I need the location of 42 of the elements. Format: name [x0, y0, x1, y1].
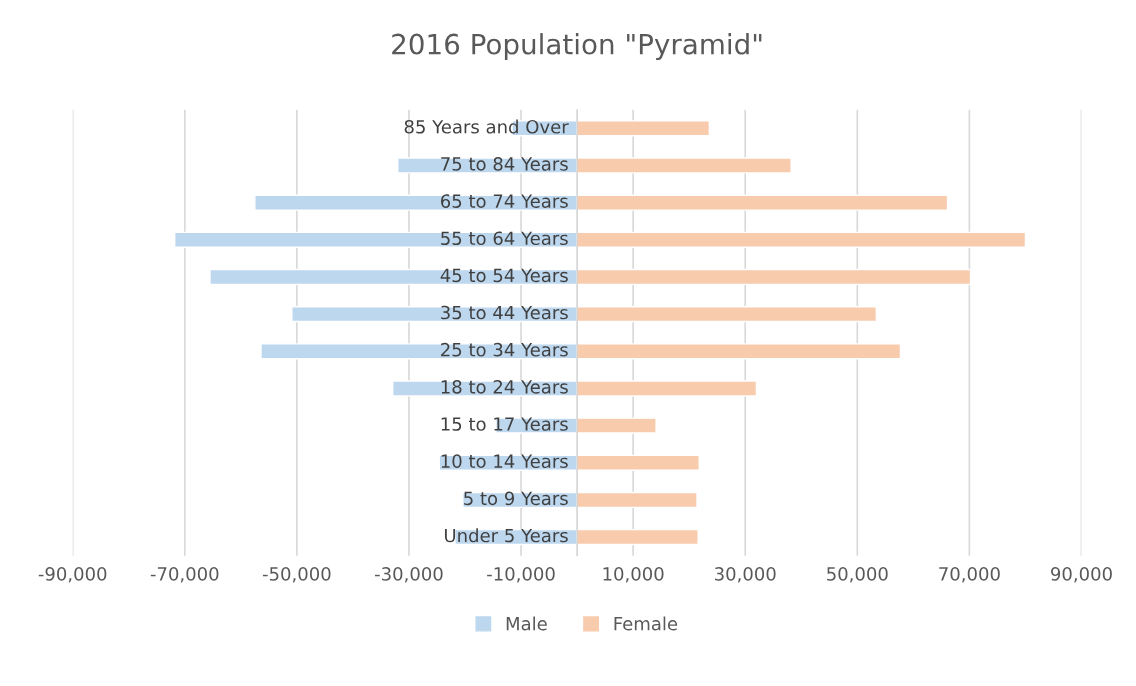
bar — [174, 231, 578, 248]
bar — [260, 343, 578, 360]
x-tick-label: -10,000 — [487, 567, 555, 583]
bar — [576, 343, 902, 360]
y-tick-label: 10 to 14 Years — [441, 454, 568, 468]
y-tick-label: 5 to 9 Years — [464, 491, 568, 506]
chart-title: 2016 Population "Pyramid" — [392, 33, 762, 60]
bar — [576, 306, 878, 323]
x-tick-label: -30,000 — [375, 567, 443, 583]
y-tick-label: 85 Years and Over — [404, 119, 569, 134]
bar — [576, 231, 1027, 248]
y-tick-label: 45 to 54 Years — [440, 268, 568, 283]
bar — [392, 380, 578, 397]
x-tick-label: 30,000 — [715, 567, 776, 583]
bar — [576, 528, 699, 546]
x-tick-label: -50,000 — [262, 567, 331, 583]
y-tick-label: 75 to 84 Years — [441, 157, 568, 171]
x-tick-label: 90,000 — [1051, 567, 1112, 583]
y-tick-label: 65 to 74 Years — [441, 194, 568, 208]
y-tick-label: Under 5 Years — [445, 528, 568, 543]
bar — [576, 120, 711, 137]
bar — [254, 194, 578, 211]
bar — [576, 268, 972, 286]
x-tick-label: -90,000 — [38, 567, 107, 583]
bar — [576, 417, 657, 434]
y-tick-label: 25 to 34 Years — [441, 342, 568, 357]
y-tick-label: 18 to 24 Years — [441, 380, 568, 394]
x-tick-label: 10,000 — [603, 567, 664, 583]
bar — [576, 380, 758, 397]
bar — [576, 157, 792, 174]
y-tick-label: 15 to 17 Years — [441, 417, 568, 431]
x-tick-label: 70,000 — [939, 567, 1000, 583]
bar — [209, 268, 578, 286]
bar — [576, 194, 949, 211]
bar — [576, 454, 700, 471]
legend-label: Female — [614, 616, 678, 631]
x-tick-label: 50,000 — [827, 567, 888, 583]
bar — [576, 491, 698, 509]
x-tick-label: -70,000 — [150, 567, 219, 583]
legend-label: Male — [506, 616, 547, 631]
y-tick-label: 35 to 44 Years — [441, 305, 568, 320]
y-tick-label: 55 to 64 Years — [441, 231, 568, 246]
